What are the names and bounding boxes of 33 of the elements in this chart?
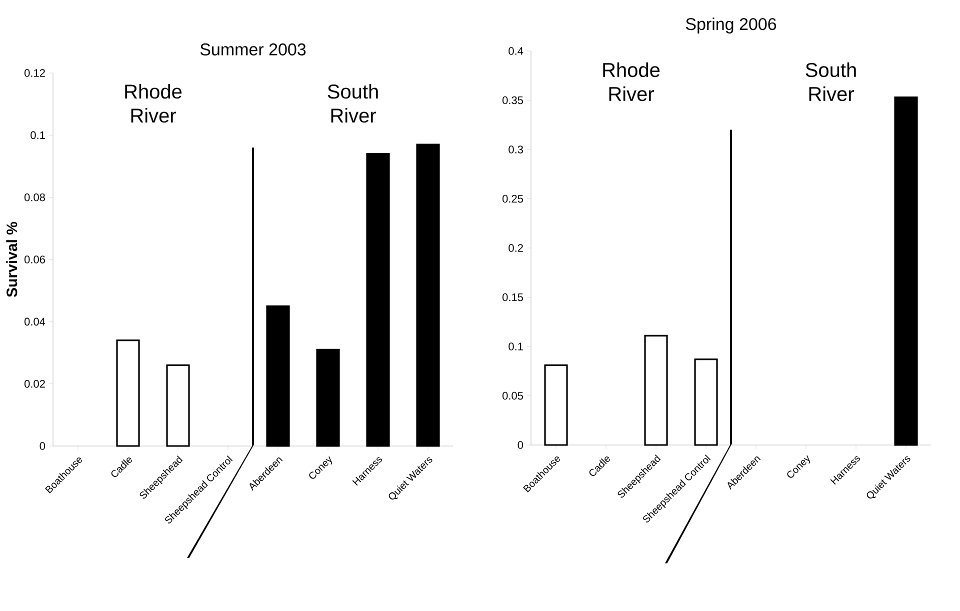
chart-title: Spring 2006	[686, 18, 776, 34]
chart-title: Summer 2003	[200, 43, 306, 56]
bar	[266, 305, 290, 447]
y-tick-label: 0.08	[24, 193, 45, 202]
annotation: South River	[328, 84, 378, 123]
bar	[416, 144, 440, 447]
bar	[166, 364, 190, 447]
y-tick-label: 0.1	[30, 131, 45, 140]
bar	[694, 358, 718, 446]
y-tick-label: 0.15	[502, 293, 523, 302]
y-tick-label: 0.1	[508, 342, 523, 350]
bar	[894, 96, 918, 446]
y-tick-label: 0.25	[502, 194, 523, 203]
y-tick-label: 0	[518, 441, 524, 449]
y-tick-label: 0.4	[508, 47, 524, 55]
y-tick-label: 0	[40, 442, 46, 450]
y-tick-label: 0.05	[502, 392, 523, 400]
y-tick-label: 0.02	[24, 380, 45, 388]
y-axis-title: Survival %	[6, 222, 18, 297]
y-tick-label: 0.2	[508, 244, 523, 252]
bar	[116, 340, 140, 447]
bar	[316, 348, 340, 447]
y-tick-label: 0.35	[502, 96, 523, 104]
bar	[366, 153, 390, 447]
bar	[544, 364, 568, 446]
y-tick-label: 0.12	[24, 69, 45, 77]
annotation: South River	[806, 62, 856, 102]
y-tick-label: 0.06	[24, 256, 45, 264]
bar	[644, 334, 668, 446]
annotation: Rhode River	[603, 62, 660, 102]
annotation: Rhode River	[125, 84, 182, 123]
y-tick-label: 0.3	[508, 146, 523, 154]
y-tick-label: 0.04	[24, 318, 46, 326]
